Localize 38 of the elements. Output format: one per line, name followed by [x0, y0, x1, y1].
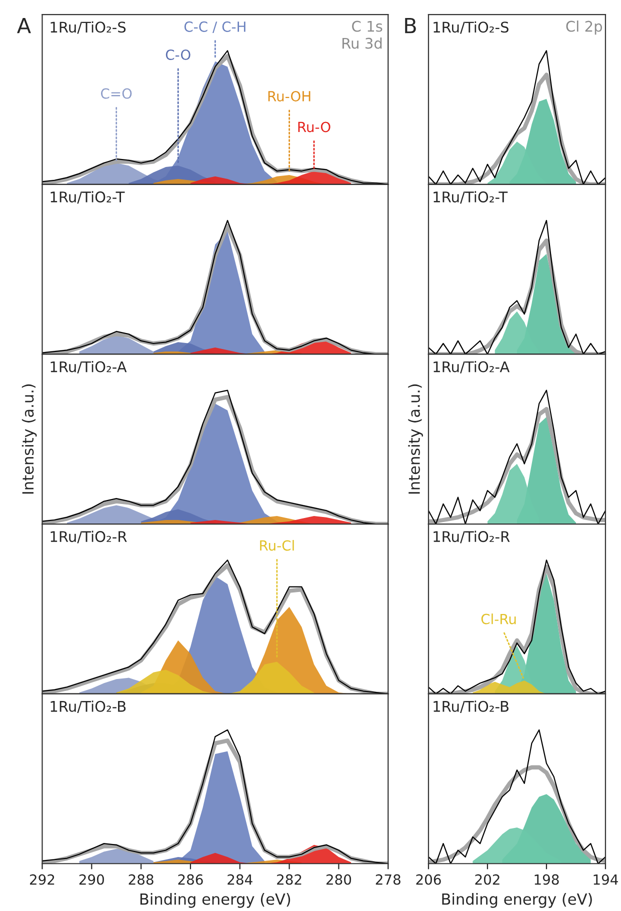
text: C=O [100, 88, 132, 99]
chart-title: B [405, 18, 416, 34]
x-tick-label: 292 [30, 874, 54, 885]
text: C 1s [352, 20, 382, 32]
x-tick-label: 206 [416, 874, 441, 885]
x-tick-label: 278 [376, 874, 400, 885]
y-axis-title: Intensity (a.u.) [22, 384, 37, 494]
chart-subtitle: 1Ru/TiO₂-S [434, 21, 508, 34]
x-axis-title: Binding energy (eV) [442, 893, 592, 908]
x-axis-title: Binding energy (eV) [140, 893, 290, 908]
x-tick-label: 194 [594, 874, 618, 885]
text: Ru 3d [342, 38, 382, 49]
x-tick-label: 202 [475, 874, 500, 885]
chart-title: A [17, 18, 31, 34]
x-tick-label: 280 [326, 874, 352, 885]
text: Cl 2p [566, 20, 602, 35]
x-tick-label: 284 [228, 874, 252, 885]
text: C-O [166, 50, 190, 60]
chart-subtitle: 1Ru/TiO₂-S [50, 21, 126, 34]
x-tick-label: 282 [277, 874, 302, 885]
chart-subtitle: 1Ru/TiO₂-R [50, 530, 127, 544]
x-tick-label: 290 [79, 874, 104, 885]
text: Ru-OH [268, 90, 310, 102]
text: Ru-Cl [260, 540, 294, 551]
x-tick-label: 288 [128, 874, 154, 885]
chart-subtitle: 1Ru/TiO₂-T [434, 191, 508, 204]
chart-subtitle: 1Ru/TiO₂-B [50, 700, 126, 714]
y-axis-title: Intensity (a.u.) [408, 384, 423, 494]
chart-subtitle: 1Ru/TiO₂-A [434, 360, 510, 374]
chart-subtitle: 1Ru/TiO₂-A [50, 360, 127, 374]
x-tick-label: 198 [534, 874, 559, 885]
x-tick-label: 286 [178, 874, 203, 885]
text: Ru-O [298, 122, 330, 132]
chart-subtitle: 1Ru/TiO₂-B [434, 700, 508, 714]
text: C-C / C-H [184, 21, 246, 34]
chart-subtitle: 1Ru/TiO₂-T [50, 191, 125, 204]
text: Cl-Ru [481, 614, 516, 624]
chart-subtitle: 1Ru/TiO₂-R [434, 530, 510, 544]
